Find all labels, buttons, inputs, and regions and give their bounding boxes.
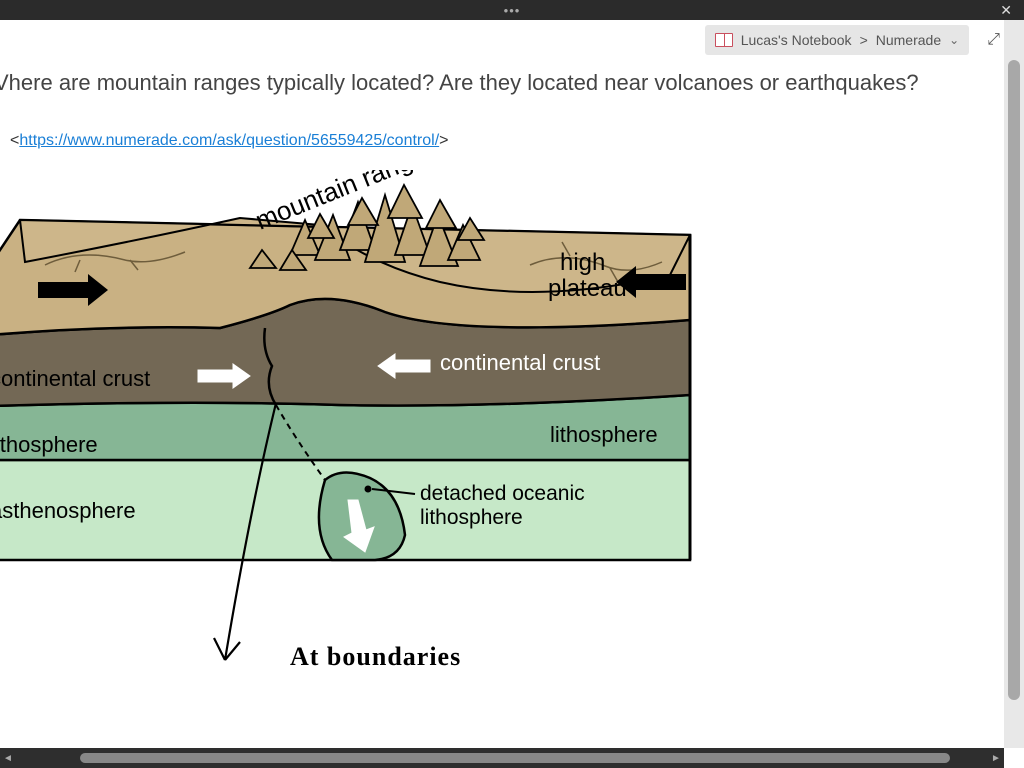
label-continental-crust-left: continental crust [0, 366, 150, 391]
label-lithosphere-left: lithosphere [0, 432, 98, 457]
label-asthenosphere: asthenosphere [0, 498, 136, 523]
label-continental-crust-right: continental crust [440, 350, 600, 375]
titlebar-menu-dots[interactable]: ••• [504, 3, 521, 18]
detached-marker-dot [365, 486, 372, 493]
titlebar: ••• ✕ [0, 0, 1024, 20]
label-detached-1: detached oceanic [420, 482, 585, 505]
scroll-left-icon[interactable]: ◄ [0, 753, 16, 764]
label-high: high [560, 249, 605, 276]
horizontal-scrollbar-track[interactable] [32, 753, 972, 763]
horizontal-scrollbar[interactable]: ◄ ► [0, 748, 1004, 768]
source-link[interactable]: https://www.numerade.com/ask/question/56… [19, 132, 439, 149]
content-area: Vhere are mountain ranges typically loca… [0, 60, 1004, 748]
vertical-scrollbar-thumb[interactable] [1008, 60, 1020, 700]
horizontal-scrollbar-thumb[interactable] [80, 753, 950, 763]
breadcrumb-sep: > [860, 32, 868, 48]
link-prefix: < [10, 132, 19, 149]
breadcrumb[interactable]: Lucas's Notebook > Numerade ⌄ [705, 25, 969, 55]
breadcrumb-page: Numerade [876, 32, 941, 48]
vertical-scrollbar[interactable] [1004, 20, 1024, 748]
close-icon[interactable]: ✕ [1000, 3, 1012, 17]
expand-icon[interactable]: ⤢ [987, 31, 1000, 49]
geology-diagram: mountain range high plateau continental … [0, 170, 710, 570]
chevron-down-icon[interactable]: ⌄ [949, 33, 959, 47]
scroll-right-icon[interactable]: ► [988, 753, 1004, 764]
toolbar: Lucas's Notebook > Numerade ⌄ ⤢ [0, 20, 1024, 60]
label-plateau: plateau [548, 275, 627, 302]
source-link-line: <https://www.numerade.com/ask/question/5… [10, 132, 1004, 150]
label-detached-2: lithosphere [420, 506, 523, 529]
question-text: Vhere are mountain ranges typically loca… [0, 70, 1004, 96]
notebook-icon [715, 33, 733, 47]
label-lithosphere-right: lithosphere [550, 422, 658, 447]
breadcrumb-notebook: Lucas's Notebook [741, 32, 852, 48]
handwriting-text: At boundaries [290, 642, 461, 672]
link-suffix: > [439, 132, 448, 149]
